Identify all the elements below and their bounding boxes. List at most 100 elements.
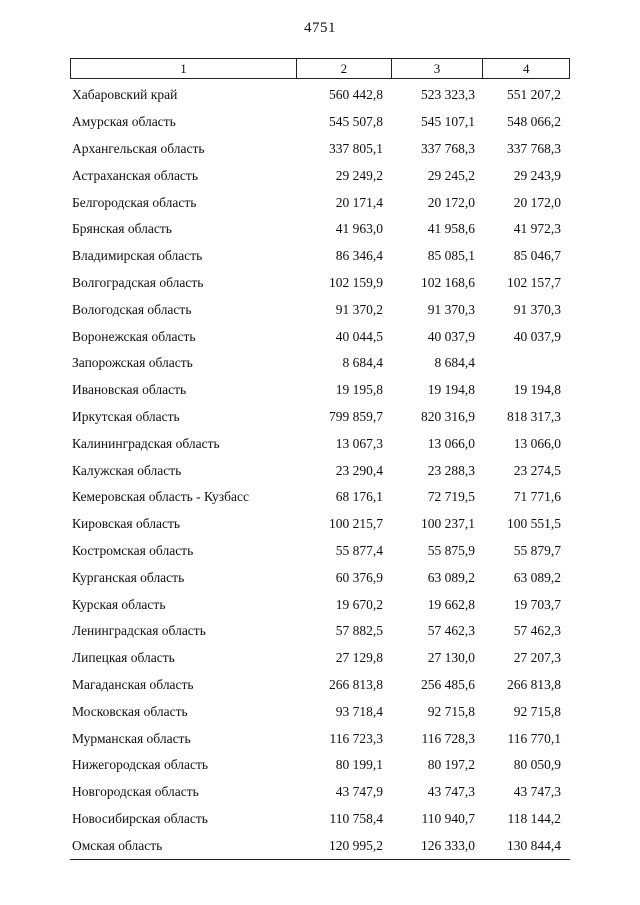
region-name-cell: Костромская область — [72, 542, 194, 558]
value-cell: 27 129,8 — [335, 650, 383, 666]
value-cell: 116 723,3 — [329, 730, 384, 746]
value-cell: 20 172,0 — [427, 194, 475, 210]
value-cell: 100 237,1 — [421, 516, 475, 532]
value-cell: 86 346,4 — [335, 248, 383, 264]
value-cell: 93 718,4 — [335, 703, 383, 719]
value-cell: 23 274,5 — [513, 462, 561, 478]
region-name-cell: Омская область — [72, 837, 163, 853]
header-cell-4: 4 — [522, 60, 530, 76]
table-body: Хабаровский край 560 442,8 523 323,3 551 20… — [70, 79, 570, 859]
header-cell-1: 1 — [71, 59, 298, 78]
region-name-cell: Амурская область — [72, 114, 176, 130]
region-name-cell: Курская область — [72, 596, 166, 612]
value-cell: 80 199,1 — [335, 757, 383, 773]
region-name-cell: Московская область — [72, 703, 188, 719]
region-name-cell: Ивановская область — [72, 382, 187, 398]
region-name-cell: Курганская область — [72, 569, 185, 585]
table-row: Ленинградская область 57 882,5 57 462,3 57 … — [70, 618, 570, 645]
value-cell: 57 462,3 — [427, 623, 475, 639]
value-cell: 71 771,6 — [513, 489, 561, 505]
region-name-cell: Нижегородская область — [72, 757, 209, 773]
region-name-cell: Калининградская область — [72, 435, 220, 451]
table-row: Хабаровский край 560 442,8 523 323,3 551 20… — [70, 82, 570, 109]
value-cell: 266 813,8 — [507, 676, 561, 692]
table-row: Омская область 120 995,2 126 333,0 130 844,… — [70, 832, 570, 859]
value-cell: 20 171,4 — [335, 194, 383, 210]
value-cell: 545 507,8 — [329, 114, 383, 130]
value-cell: 43 747,3 — [427, 784, 475, 800]
value-cell: 560 442,8 — [329, 87, 383, 103]
table-row: Липецкая область 27 129,8 27 130,0 27 207,3 — [70, 645, 570, 672]
value-cell: 19 195,8 — [335, 382, 383, 398]
region-name-cell: Владимирская область — [72, 248, 203, 264]
region-name-cell: Астраханская область — [72, 167, 198, 183]
value-cell: 337 768,3 — [507, 140, 561, 156]
table-row: Архангельская область 337 805,1 337 768,3 3… — [70, 136, 570, 163]
region-name-cell: Новгородская область — [72, 784, 199, 800]
region-name-cell: Кировская область — [72, 516, 181, 532]
value-cell: 110 758,4 — [329, 810, 384, 826]
value-cell: 80 197,2 — [427, 757, 475, 773]
value-cell: 548 066,2 — [507, 114, 561, 130]
region-name-cell: Белгородская область — [72, 194, 197, 210]
table-row: Кировская область 100 215,7 100 237,1 100 5… — [70, 511, 570, 538]
value-cell: 266 813,8 — [329, 676, 383, 692]
value-cell: 29 245,2 — [427, 167, 475, 183]
value-cell: 820 316,9 — [421, 408, 475, 424]
table-row: Ивановская область 19 195,8 19 194,8 19 194… — [70, 377, 570, 404]
region-name-cell: Ленинградская область — [72, 623, 206, 639]
value-cell: 85 046,7 — [513, 248, 561, 264]
table-row: Воронежская область 40 044,5 40 037,9 40 03… — [70, 323, 570, 350]
value-cell: 120 995,2 — [329, 837, 383, 853]
region-name-cell: Магаданская область — [72, 676, 194, 692]
value-cell: 20 172,0 — [513, 194, 561, 210]
value-cell: 92 715,8 — [427, 703, 475, 719]
value-cell: 116 728,3 — [421, 730, 476, 746]
value-cell: 60 376,9 — [335, 569, 383, 585]
value-cell: 19 703,7 — [513, 596, 561, 612]
value-cell: 102 159,9 — [329, 274, 383, 290]
header-cell-2: 2 — [297, 59, 392, 78]
value-cell: 13 066,0 — [427, 435, 475, 451]
table-row: Брянская область 41 963,0 41 958,6 41 972,3 — [70, 216, 570, 243]
value-cell: 102 168,6 — [421, 274, 475, 290]
table-header-row: 1 2 3 4 — [70, 58, 570, 79]
value-cell: 19 670,2 — [335, 596, 383, 612]
table-row: Магаданская область 266 813,8 256 485,6 266… — [70, 672, 570, 699]
value-cell: 85 085,1 — [427, 248, 475, 264]
value-cell: 23 288,3 — [427, 462, 475, 478]
value-cell: 29 249,2 — [335, 167, 383, 183]
table-bottom-border — [70, 859, 570, 861]
value-cell: 799 859,7 — [329, 408, 383, 424]
value-cell: 91 370,2 — [335, 301, 383, 317]
region-name-cell: Брянская область — [72, 221, 172, 237]
value-cell: 29 243,9 — [513, 167, 561, 183]
value-cell: 55 875,9 — [427, 542, 475, 558]
value-cell: 55 879,7 — [513, 542, 561, 558]
table-row: Запорожская область 8 684,4 8 684,4 — [70, 350, 570, 377]
region-name-cell: Калужская область — [72, 462, 182, 478]
value-cell: 19 662,8 — [427, 596, 475, 612]
value-cell: 13 066,0 — [513, 435, 561, 451]
region-name-cell: Мурманская область — [72, 730, 191, 746]
region-name-cell: Волгоградская область — [72, 274, 204, 290]
region-name-cell: Воронежская область — [72, 328, 196, 344]
value-cell: 68 176,1 — [335, 489, 383, 505]
value-cell: 72 719,5 — [427, 489, 475, 505]
table-row: Амурская область 545 507,8 545 107,1 548 06… — [70, 109, 570, 136]
table-row: Вологодская область 91 370,2 91 370,3 91 37… — [70, 296, 570, 323]
value-cell: 100 215,7 — [329, 516, 383, 532]
value-cell: 80 050,9 — [513, 757, 561, 773]
value-cell: 41 972,3 — [513, 221, 561, 237]
value-cell: 19 194,8 — [513, 382, 561, 398]
table-row: Астраханская область 29 249,2 29 245,2 29 2… — [70, 162, 570, 189]
table-row: Волгоградская область 102 159,9 102 168,6 1… — [70, 270, 570, 297]
value-cell: 8 684,4 — [342, 355, 384, 371]
table-row: Новосибирская область 110 758,4 110 940,7 1… — [70, 806, 570, 833]
value-cell: 91 370,3 — [513, 301, 561, 317]
region-name-cell: Хабаровский край — [72, 87, 178, 103]
value-cell: 43 747,3 — [513, 784, 561, 800]
value-cell: 116 770,1 — [507, 730, 562, 746]
value-cell: 40 037,9 — [513, 328, 561, 344]
